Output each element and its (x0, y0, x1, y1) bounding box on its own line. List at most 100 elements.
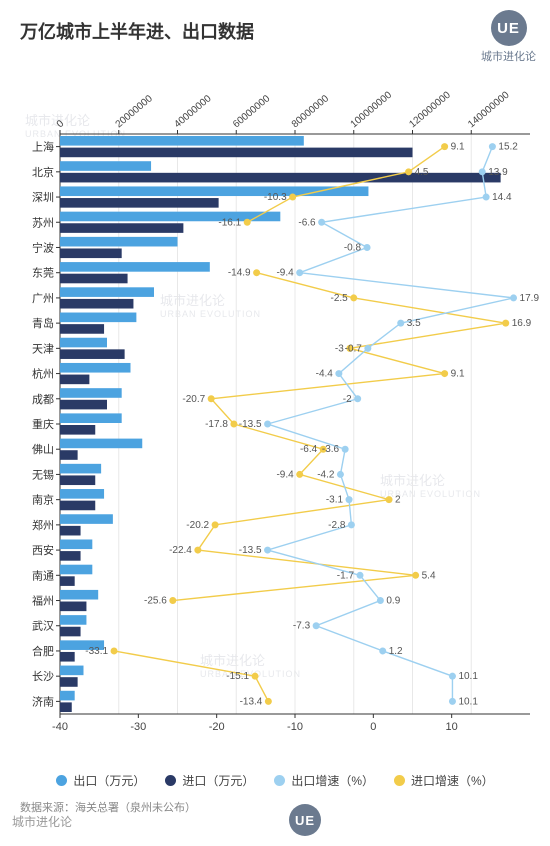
import-bar (60, 274, 128, 284)
export-growth-value: 10.1 (458, 671, 478, 682)
import-growth-marker (265, 698, 272, 705)
import-growth-value: -20.2 (186, 520, 209, 531)
import-growth-value: 9.1 (451, 369, 465, 380)
svg-text:济南: 济南 (32, 694, 54, 708)
import-growth-marker (441, 143, 448, 150)
export-growth-marker (313, 622, 320, 629)
import-bar (60, 349, 125, 359)
import-growth-marker (252, 673, 259, 680)
export-growth-marker (346, 496, 353, 503)
import-growth-value: -15.1 (226, 671, 249, 682)
footer-logo: UE (289, 804, 321, 836)
export-growth-marker (483, 194, 490, 201)
export-bar (60, 666, 84, 676)
export-growth-value: -0.7 (345, 343, 363, 354)
export-bar (60, 413, 122, 423)
import-growth-value: 2 (395, 495, 401, 506)
export-growth-value: 10.1 (458, 696, 478, 707)
export-bar (60, 388, 122, 398)
export-bar (60, 313, 136, 323)
svg-text:-10: -10 (287, 721, 303, 733)
svg-text:40000000: 40000000 (172, 93, 213, 130)
import-growth-value: -2.5 (331, 293, 349, 304)
export-growth-marker (397, 320, 404, 327)
import-growth-marker (194, 547, 201, 554)
svg-text:0: 0 (55, 118, 67, 130)
svg-text:青岛: 青岛 (32, 316, 54, 330)
import-bar (60, 173, 501, 183)
export-growth-value: -13.5 (239, 419, 262, 430)
import-growth-marker (208, 395, 215, 402)
legend-label: 出口增速（%） (291, 772, 374, 789)
legend-label: 出口（万元） (73, 772, 145, 789)
export-growth-value: -6.6 (298, 217, 316, 228)
export-bar (60, 338, 107, 348)
export-growth-marker (364, 345, 371, 352)
export-growth-line (268, 147, 514, 702)
import-growth-marker (405, 168, 412, 175)
export-bar (60, 136, 304, 146)
import-growth-marker (350, 294, 357, 301)
export-growth-value: 14.4 (492, 192, 512, 203)
import-growth-value: 4.5 (415, 167, 429, 178)
import-growth-marker (502, 320, 509, 327)
export-growth-value: 1.2 (389, 646, 403, 657)
export-bar (60, 464, 101, 474)
svg-text:郑州: 郑州 (32, 518, 54, 532)
import-bar (60, 551, 81, 561)
svg-text:福州: 福州 (32, 594, 54, 608)
import-growth-value: -16.1 (218, 217, 241, 228)
export-growth-value: -4.4 (316, 369, 334, 380)
logo-badge: UE (491, 10, 527, 46)
import-bar (60, 223, 183, 233)
svg-text:东莞: 东莞 (32, 267, 54, 280)
import-growth-value: 5.4 (422, 570, 436, 581)
legend-item: 进口增速（%） (394, 772, 494, 789)
svg-text:南京: 南京 (32, 493, 54, 507)
export-growth-value: -0.8 (344, 242, 362, 253)
export-growth-marker (449, 698, 456, 705)
export-bar (60, 590, 98, 600)
svg-text:广州: 广州 (32, 292, 54, 305)
import-growth-marker (289, 194, 296, 201)
svg-text:重庆: 重庆 (32, 417, 54, 431)
import-bar (60, 702, 72, 712)
svg-text:合肥: 合肥 (32, 644, 54, 658)
import-bar (60, 602, 86, 612)
import-bar (60, 375, 89, 385)
import-bar (60, 652, 75, 662)
import-growth-value: -10.3 (264, 192, 287, 203)
export-growth-value: -3.6 (322, 444, 340, 455)
chart-title: 万亿城市上半年进、出口数据 (20, 18, 540, 44)
export-growth-value: -1.7 (337, 570, 355, 581)
export-growth-value: -9.4 (276, 268, 294, 279)
svg-text:10: 10 (446, 721, 458, 733)
export-bar (60, 439, 142, 449)
legend-swatch (165, 775, 176, 786)
export-growth-marker (489, 143, 496, 150)
import-bar (60, 425, 95, 435)
chart-plot: 0200000004000000060000000800000001000000… (10, 84, 540, 764)
svg-text:佛山: 佛山 (32, 443, 54, 456)
export-growth-marker (357, 572, 364, 579)
chart-container: 万亿城市上半年进、出口数据 UE 城市进化论 城市进化论URBAN EVOLUT… (0, 0, 550, 846)
legend-item: 出口增速（%） (274, 772, 374, 789)
svg-text:60000000: 60000000 (231, 93, 272, 130)
import-bar (60, 198, 219, 208)
svg-text:天津: 天津 (32, 342, 54, 355)
import-bar (60, 576, 75, 586)
export-growth-value: -7.3 (293, 621, 311, 632)
legend-swatch (394, 775, 405, 786)
svg-text:20000000: 20000000 (114, 93, 155, 130)
import-growth-value: -20.7 (182, 394, 205, 405)
export-growth-value: 13.9 (488, 167, 508, 178)
export-bar (60, 691, 75, 701)
import-growth-value: 9.1 (451, 142, 465, 153)
export-bar (60, 565, 92, 575)
import-growth-marker (253, 269, 260, 276)
export-growth-value: 0.9 (386, 596, 400, 607)
export-bar (60, 262, 210, 272)
export-growth-marker (296, 269, 303, 276)
import-bar (60, 450, 78, 460)
import-bar (60, 148, 413, 158)
